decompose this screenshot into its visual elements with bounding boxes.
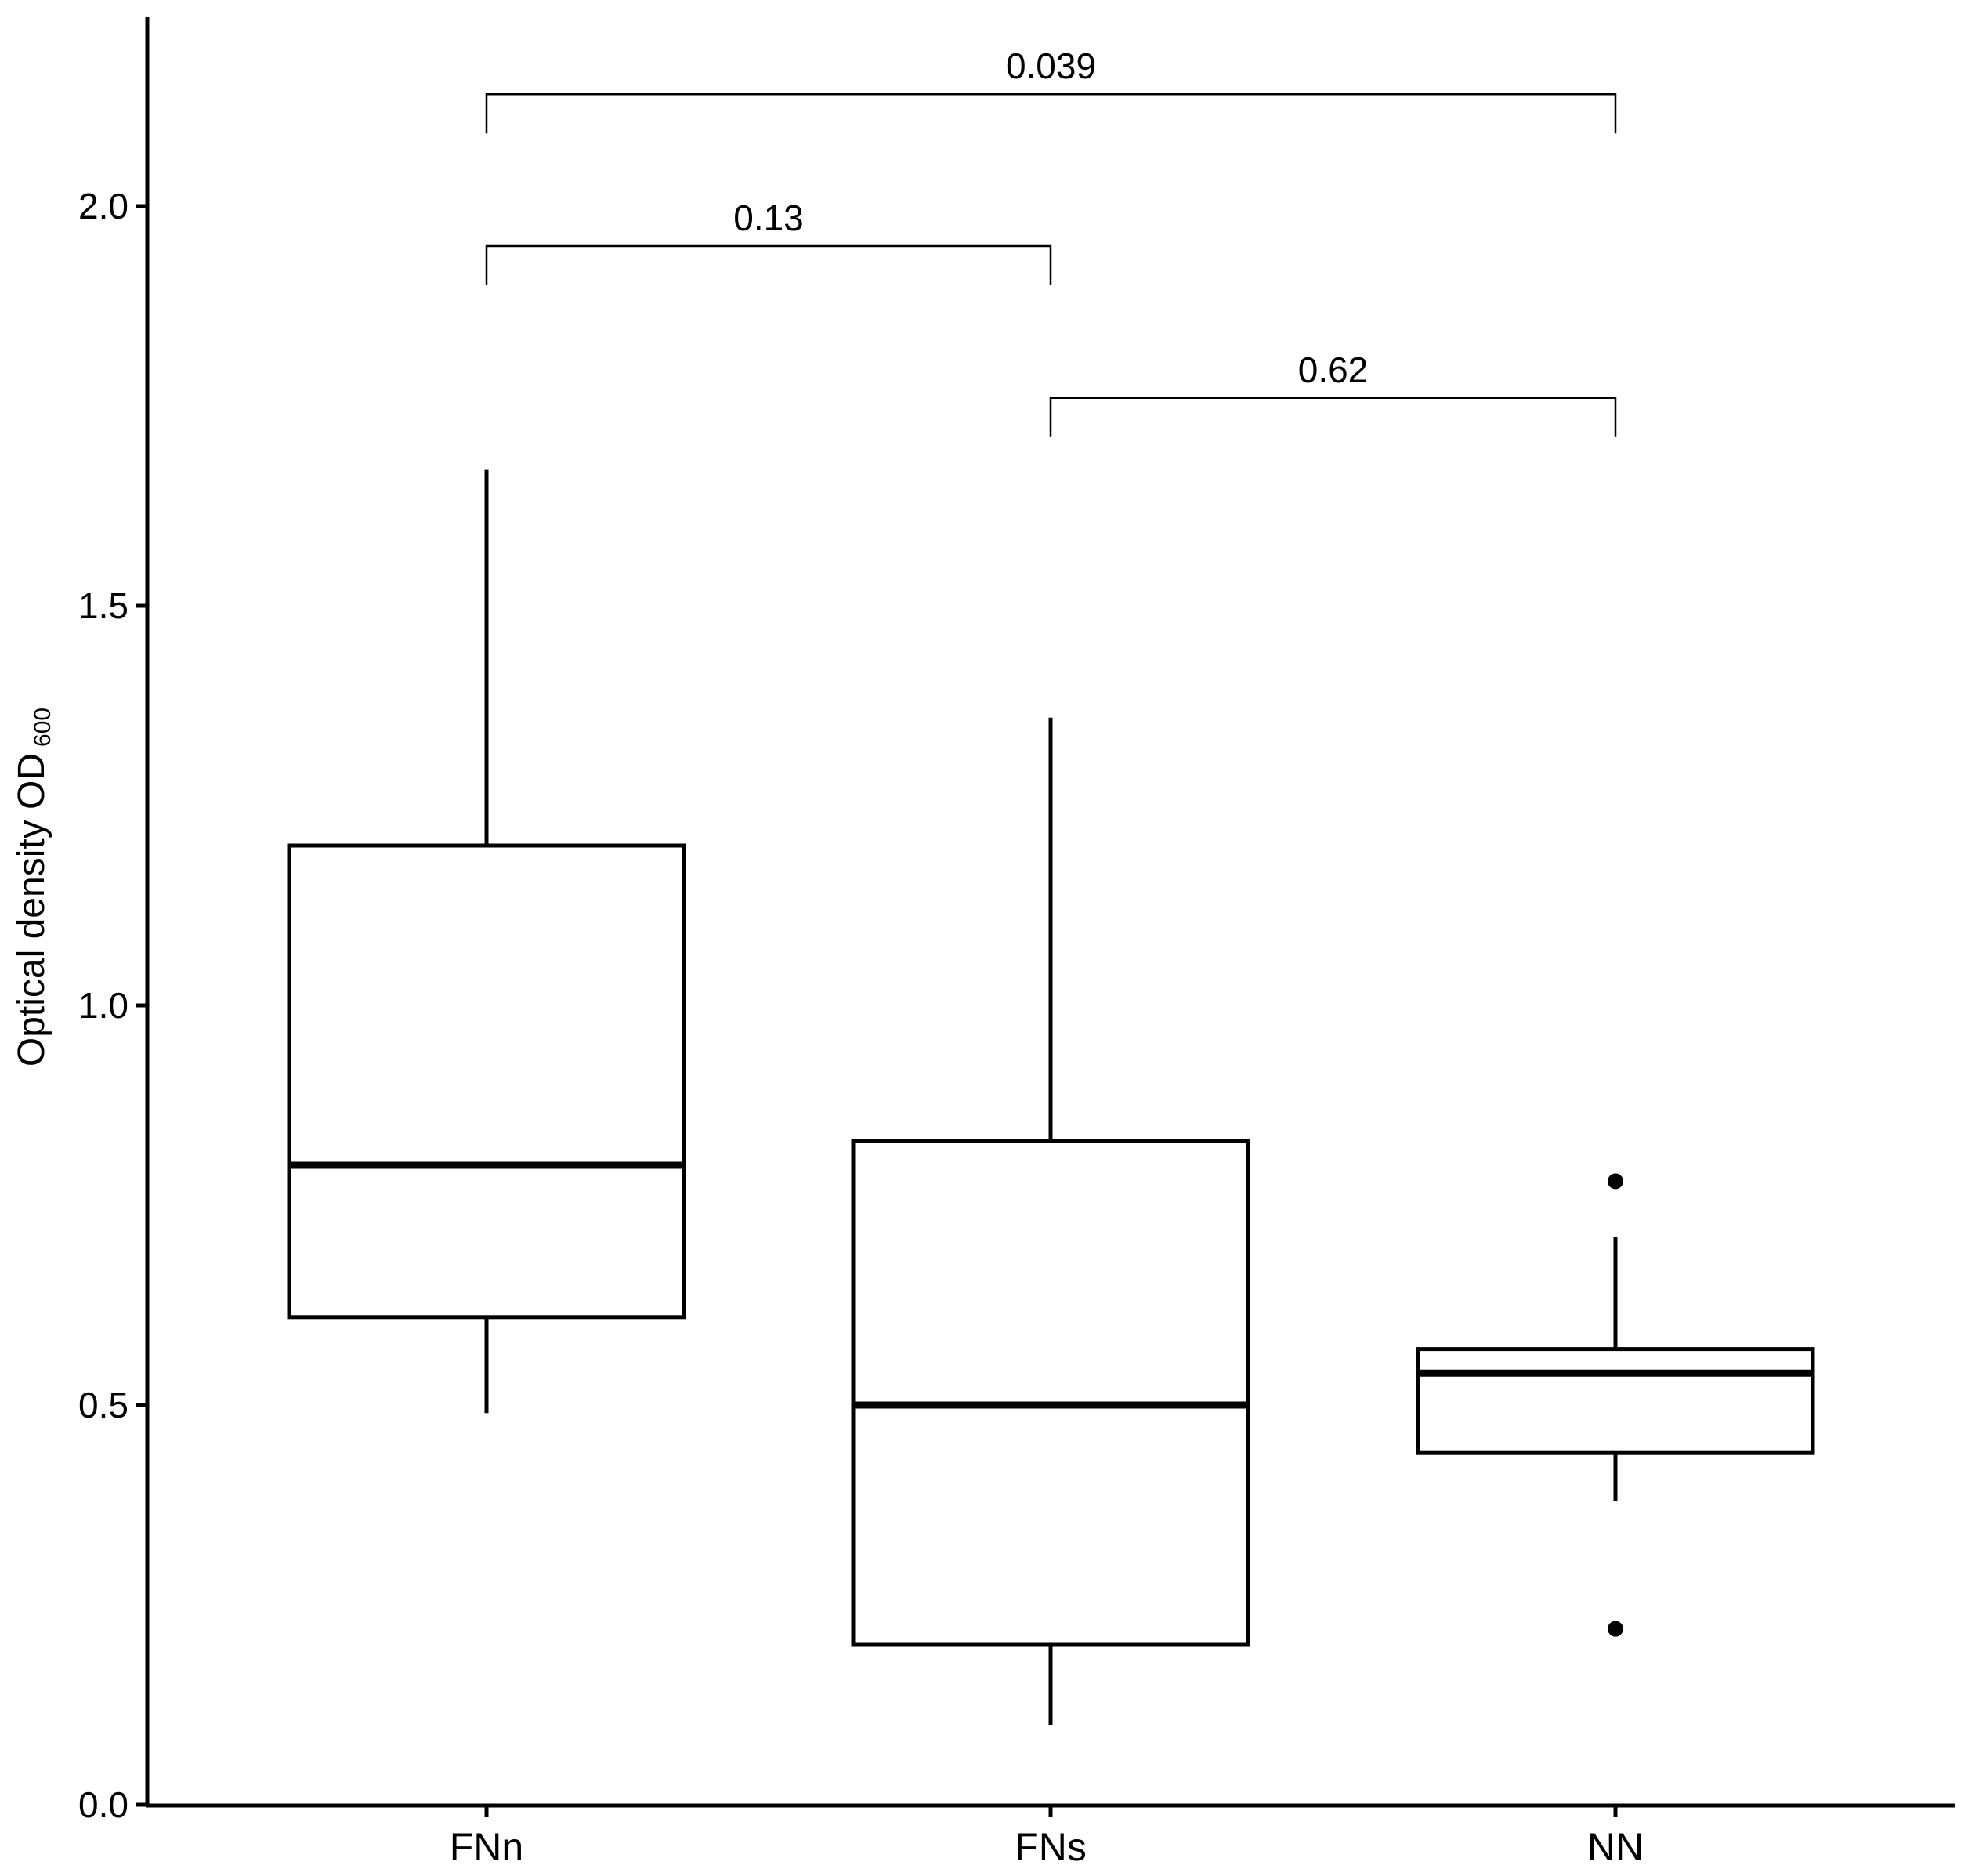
box-NN [1416, 1173, 1815, 1637]
comparison-FNn-FNs: 0.13 [485, 197, 1052, 285]
y-axis-label-subscript: 600 [30, 708, 56, 747]
outlier-NN-0 [1608, 1173, 1623, 1190]
comparison-FNn-NN: 0.039 [485, 45, 1617, 134]
p-value-label-FNn-FNs: 0.13 [733, 197, 804, 238]
box-FNs [851, 717, 1250, 1725]
box-FNn [287, 469, 686, 1414]
x-tick-label-NN: NN [1587, 1825, 1644, 1869]
y-tick-label-4: 2.0 [78, 186, 128, 226]
y-tick-label-1: 0.5 [78, 1385, 128, 1425]
iqr-box-FNs [851, 1139, 1250, 1647]
y-tick-label-2: 1.0 [78, 985, 128, 1026]
x-tick-label-FNs: FNs [1015, 1825, 1087, 1869]
y-tick-label-3: 1.5 [78, 585, 128, 626]
bracket-FNn-FNs [485, 244, 1052, 285]
comparison-brackets: 0.039 0.13 0.62 [485, 45, 1617, 437]
iqr-box-FNn [287, 843, 686, 1320]
p-value-label-FNn-NN: 0.039 [1006, 45, 1096, 86]
iqr-box-NN [1416, 1347, 1815, 1455]
axes: 0.0 0.5 1.0 1.5 2.0 FNn FNs NN [78, 17, 1955, 1869]
y-tick-label-0: 0.0 [78, 1784, 128, 1825]
y-axis-label: Optical density OD 600 [11, 708, 56, 1067]
bracket-FNs-NN [1049, 397, 1617, 437]
p-value-label-FNs-NN: 0.62 [1298, 349, 1369, 390]
outlier-NN-1 [1608, 1621, 1623, 1637]
bracket-FNn-NN [485, 92, 1617, 134]
x-tick-label-FNn: FNn [450, 1825, 523, 1869]
boxes [287, 469, 1815, 1725]
y-axis-label-main: Optical density OD [11, 753, 52, 1067]
comparison-FNs-NN: 0.62 [1049, 349, 1617, 437]
